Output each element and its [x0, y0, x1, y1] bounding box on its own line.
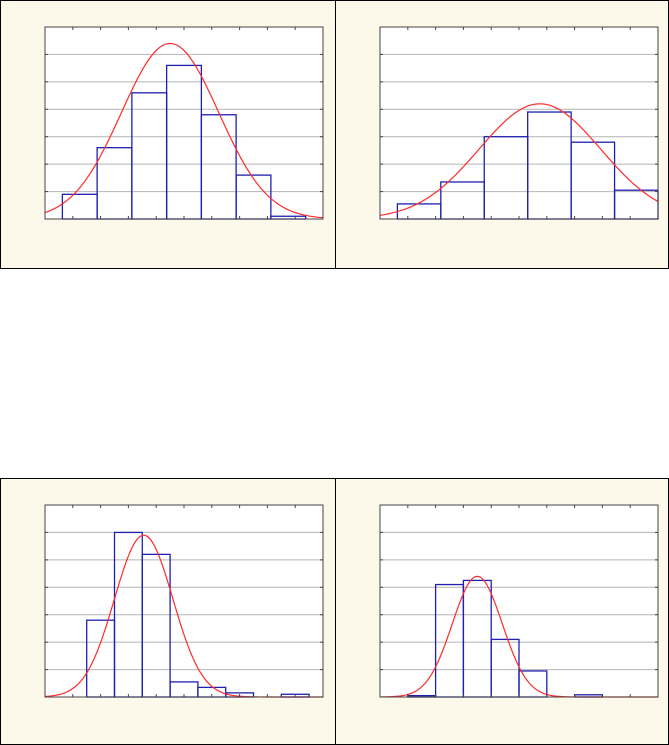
- histogram-chart-3: [1, 479, 335, 744]
- histogram-chart-4: [336, 479, 668, 744]
- histogram-chart-1: [1, 1, 335, 268]
- histogram-panel-4: [335, 478, 669, 745]
- normal-fit-curve: [379, 103, 659, 216]
- histogram-chart-2: [336, 1, 668, 268]
- histogram-panel-1: [0, 0, 336, 269]
- normal-fit-curve: [44, 42, 324, 219]
- histogram-panel-3: [0, 478, 336, 745]
- plot-area: [380, 27, 658, 219]
- plot-area: [45, 27, 323, 219]
- histogram-panel-2: [335, 0, 669, 269]
